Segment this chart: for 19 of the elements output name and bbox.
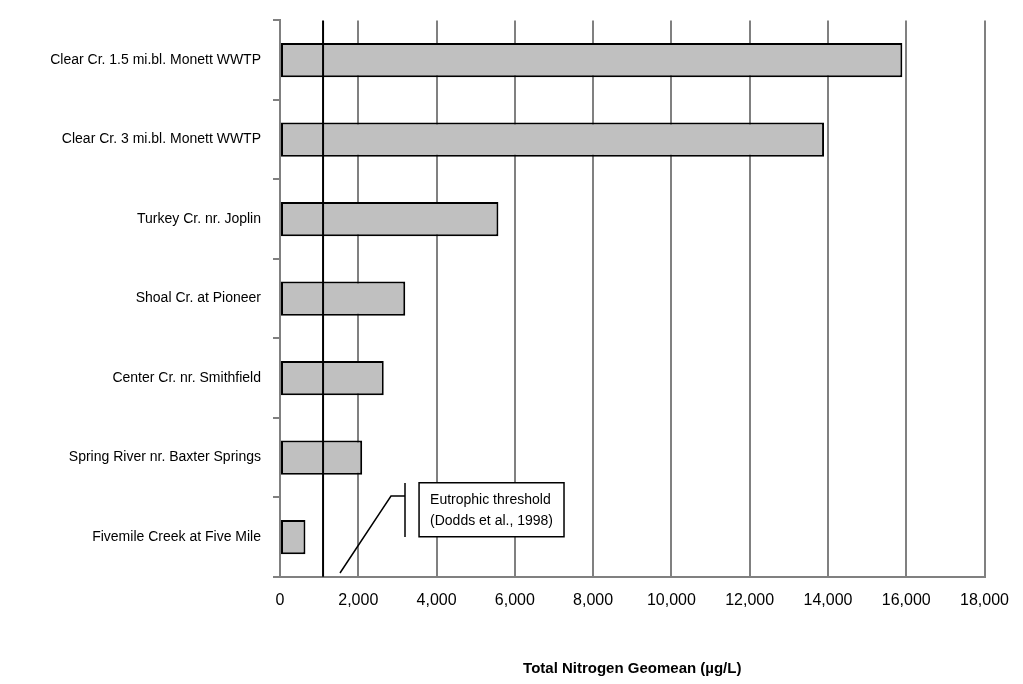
- x-tick-label: 2,000: [338, 590, 379, 608]
- x-tick-label: 12,000: [725, 590, 775, 608]
- y-tick-label: Fivemile Creek at Five Mile: [92, 527, 262, 544]
- x-axis-title: Total Nitrogen Geomean (µg/L): [523, 659, 742, 677]
- y-tick-label: Spring River nr. Baxter Springs: [68, 448, 261, 465]
- y-tick-label: Clear Cr. 1.5 mi.bl. Monett WWTP: [50, 51, 261, 67]
- y-tick-label: Shoal Cr. at Pioneer: [135, 289, 262, 306]
- x-tick-label: 16,000: [881, 590, 931, 608]
- x-tick-label: 18,000: [960, 590, 1010, 608]
- x-tick-label: 6,000: [494, 590, 535, 608]
- x-tick-label: 4,000: [416, 590, 457, 608]
- x-tick-label: 14,000: [803, 590, 853, 608]
- y-tick-label: Clear Cr. 3 mi.bl. Monett WWTP: [61, 130, 261, 147]
- y-tick-label: Center Cr. nr. Smithfield: [112, 368, 261, 385]
- x-tick-label: 0: [275, 590, 285, 608]
- x-tick-label: 8,000: [573, 590, 614, 608]
- ref-line-label: Eutrophic threshold (Dodds et al., 1998): [430, 490, 554, 528]
- x-tick-label: 10,000: [646, 590, 696, 608]
- y-tick-label: Turkey Cr. nr. Joplin: [137, 209, 261, 226]
